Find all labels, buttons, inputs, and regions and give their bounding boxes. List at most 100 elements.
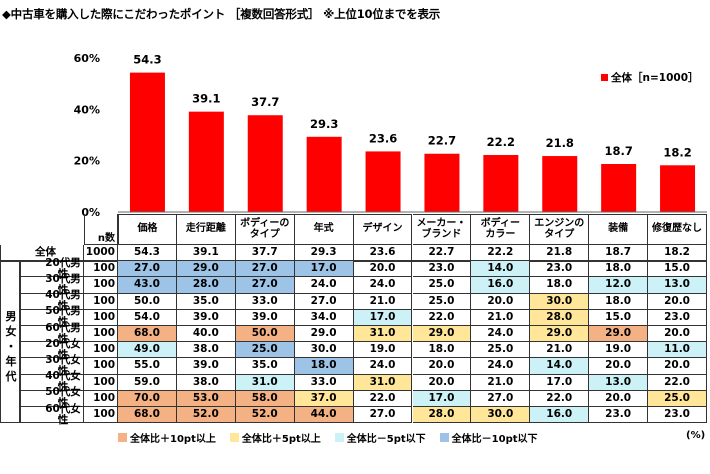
category-header: 走行距離 — [176, 214, 236, 245]
table-cell: 54.3 — [118, 245, 177, 262]
table-row-label: 50代男性 — [20, 306, 84, 328]
bar-value-label: 54.3 — [133, 53, 161, 67]
category-header: 装備 — [589, 214, 649, 245]
table-row-label: 40代女性 — [20, 371, 84, 393]
highlight-legend-label: 全体比－5pt以下 — [346, 434, 426, 445]
bar-value-label: 37.7 — [251, 95, 279, 109]
table-cell: 68.0 — [118, 326, 177, 343]
table-cell: 59.0 — [118, 374, 177, 391]
table-cell: 14.0 — [471, 261, 531, 278]
bar-value-label: 18.2 — [663, 145, 691, 159]
category-header: ボディー カラー — [471, 214, 531, 245]
table-row-n: 100 — [84, 342, 118, 359]
table-row-label: 20代男性 — [20, 257, 84, 279]
table-cell: 20.0 — [648, 293, 707, 310]
table-cell: 29.0 — [530, 326, 590, 343]
table-cell: 16.0 — [471, 277, 531, 294]
table-cell: 18.7 — [589, 245, 649, 262]
table-cell: 11.0 — [648, 342, 707, 359]
category-header: ボディーの タイプ — [235, 214, 295, 245]
table-cell: 22.0 — [530, 390, 590, 407]
table-cell: 23.0 — [412, 261, 472, 278]
bar-value-label: 29.3 — [310, 117, 338, 131]
table-row-label: 60代男性 — [20, 322, 84, 344]
table-cell: 13.0 — [648, 277, 707, 294]
table-cell: 25.0 — [235, 342, 295, 359]
bar — [365, 151, 401, 212]
table-cell: 53.0 — [176, 390, 236, 407]
category-header: デザイン — [353, 214, 413, 245]
table-cell: 33.0 — [294, 374, 354, 391]
table-cell: 37.0 — [294, 390, 354, 407]
table-row-label: 30代女性 — [20, 354, 84, 377]
n-header: n数 — [84, 214, 118, 245]
table-cell: 20.0 — [412, 358, 472, 375]
table-row-n: 100 — [84, 358, 118, 375]
table-cell: 23.0 — [530, 261, 590, 278]
group-label-box — [0, 261, 20, 424]
table-cell: 21.0 — [471, 374, 531, 391]
unit-label: (%) — [686, 430, 706, 441]
table-cell: 21.8 — [530, 245, 590, 262]
highlight-legend-item: 全体比＋5pt以上 — [229, 430, 321, 445]
table-cell: 20.0 — [589, 390, 649, 407]
category-header: 年式 — [294, 214, 354, 245]
table-cell: 39.0 — [235, 309, 295, 326]
table-cell: 43.0 — [118, 277, 177, 294]
table-cell: 29.0 — [176, 261, 236, 278]
highlight-legend-label: 全体比－10pt以下 — [451, 434, 538, 445]
table-row-n: 100 — [84, 261, 118, 278]
highlight-legend-swatch — [118, 433, 127, 442]
table-cell: 38.0 — [176, 374, 236, 391]
table-cell: 29.0 — [294, 326, 354, 343]
bar — [542, 156, 578, 212]
table-cell: 21.0 — [530, 342, 590, 359]
table-cell: 44.0 — [294, 407, 354, 424]
chart-title: ◆中古車を購入した際にこだわったポイント ［複数回答形式］ ※上位10位までを表… — [2, 7, 441, 21]
table-cell: 28.0 — [530, 309, 590, 326]
table-cell: 35.0 — [235, 358, 295, 375]
bar-value-label: 23.6 — [369, 131, 397, 145]
table-cell: 27.0 — [118, 261, 177, 278]
table-cell: 24.0 — [353, 277, 413, 294]
bar-value-label: 18.7 — [604, 144, 632, 158]
bar-value-label: 22.2 — [487, 135, 515, 149]
table-cell: 22.0 — [648, 374, 707, 391]
bar — [188, 111, 224, 212]
y-axis: 0% 20% 40% 60% — [74, 52, 100, 219]
table-cell: 27.0 — [353, 407, 413, 424]
group-label-char: 代 — [5, 370, 17, 384]
table-cell: 18.0 — [294, 358, 354, 375]
bar-value-label: 39.1 — [192, 92, 220, 106]
table-row-label: 20代女性 — [20, 338, 84, 360]
table-cell: 29.0 — [412, 326, 472, 343]
table-cell: 49.0 — [118, 342, 177, 359]
table-cell: 31.0 — [353, 326, 413, 343]
table-cell: 17.0 — [412, 390, 472, 407]
table-row-n: 100 — [84, 277, 118, 294]
table-row-n: 100 — [84, 374, 118, 391]
table-cell: 29.3 — [294, 245, 354, 262]
table-cell: 18.0 — [412, 342, 472, 359]
table-cell: 17.0 — [353, 309, 413, 326]
table-cell: 39.1 — [176, 245, 236, 262]
table-cell: 20.0 — [353, 261, 413, 278]
table-cell: 27.0 — [235, 261, 295, 278]
table-cell: 30.0 — [471, 407, 531, 424]
bar — [483, 155, 519, 212]
group-label-char: 女 — [5, 325, 17, 339]
table-cell: 24.0 — [294, 277, 354, 294]
category-header: メーカー・ ブランド — [412, 214, 472, 245]
table-cell: 58.0 — [235, 390, 295, 407]
table-cell: 28.0 — [176, 277, 236, 294]
table-cell: 34.0 — [294, 309, 354, 326]
highlight-legend-item: 全体比－5pt以下 — [334, 430, 426, 445]
group-label-char: ・ — [5, 340, 17, 354]
table-row-label: 40代男性 — [20, 290, 84, 312]
table-cell: 33.0 — [235, 293, 295, 310]
table-cell: 12.0 — [589, 277, 649, 294]
highlight-legend-item: 全体比＋10pt以上 — [118, 430, 216, 445]
table-cell: 55.0 — [118, 358, 177, 375]
table-cell: 29.0 — [589, 326, 649, 343]
